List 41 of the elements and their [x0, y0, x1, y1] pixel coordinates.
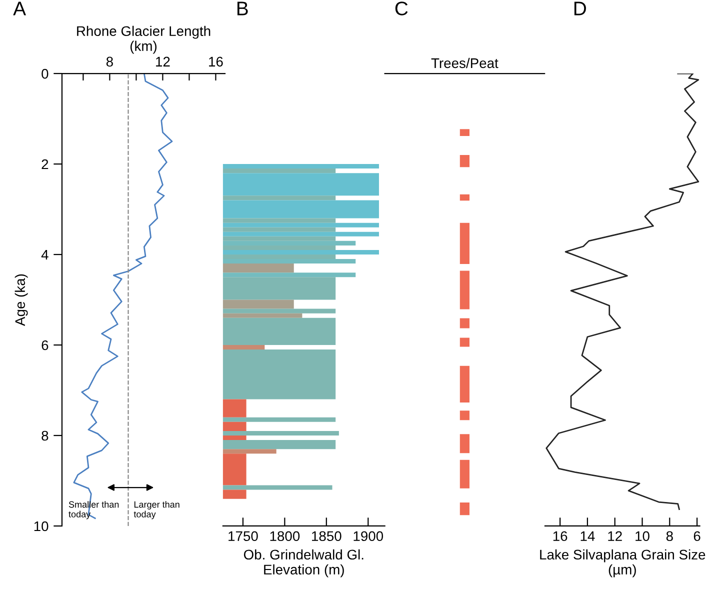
x-tick-label: 16	[553, 531, 568, 542]
x-tick-label: 12	[608, 531, 622, 541]
bar	[460, 338, 470, 347]
bar	[460, 318, 470, 328]
chart-title: A	[13, 2, 26, 16]
x-tick-label: 12	[156, 56, 170, 66]
y-tick-label: 10	[34, 521, 48, 532]
x-tick-label: 8	[106, 56, 113, 67]
chart-title: D	[574, 2, 586, 16]
y-tick-label: 2	[42, 159, 48, 170]
y-tick-label: 8	[42, 430, 48, 441]
y-tick-label: 0	[42, 68, 48, 79]
x-axis-title: Trees/Peat	[431, 58, 498, 68]
bar	[460, 502, 470, 516]
bar	[460, 194, 470, 201]
bar	[460, 366, 470, 402]
bar	[460, 154, 470, 168]
x-tick-label: 14	[580, 531, 595, 541]
x-tick-label: 8	[666, 531, 673, 542]
bar	[460, 410, 470, 420]
x-tick-label: 1900	[354, 531, 384, 542]
y-tick-label: 6	[42, 340, 48, 350]
x-tick-label: 6	[694, 531, 700, 542]
bar	[460, 129, 470, 136]
x-tick-label: 1850	[312, 531, 342, 542]
bar	[460, 434, 470, 454]
x-axis-title: Lake Silvaplana Grain Size (µm)	[540, 549, 706, 578]
bar	[460, 460, 470, 488]
annotation: Larger than today	[134, 501, 180, 520]
bar	[460, 222, 470, 264]
chart-title: C	[395, 2, 408, 16]
x-axis-title: Ob. Grindelwald Gl. Elevation (m)	[244, 549, 364, 578]
bar	[460, 270, 470, 310]
x-axis-title: Rhone Glacier Length (km)	[77, 26, 210, 54]
chart-title: B	[237, 2, 248, 16]
x-tick-label: 1750	[228, 531, 258, 542]
y-tick-label: 4	[41, 250, 48, 260]
x-tick-label: 1800	[270, 531, 300, 542]
x-tick-label: 10	[636, 531, 650, 542]
x-tick-label: 16	[209, 56, 223, 67]
y-axis-title: Age (ka)	[14, 274, 28, 326]
